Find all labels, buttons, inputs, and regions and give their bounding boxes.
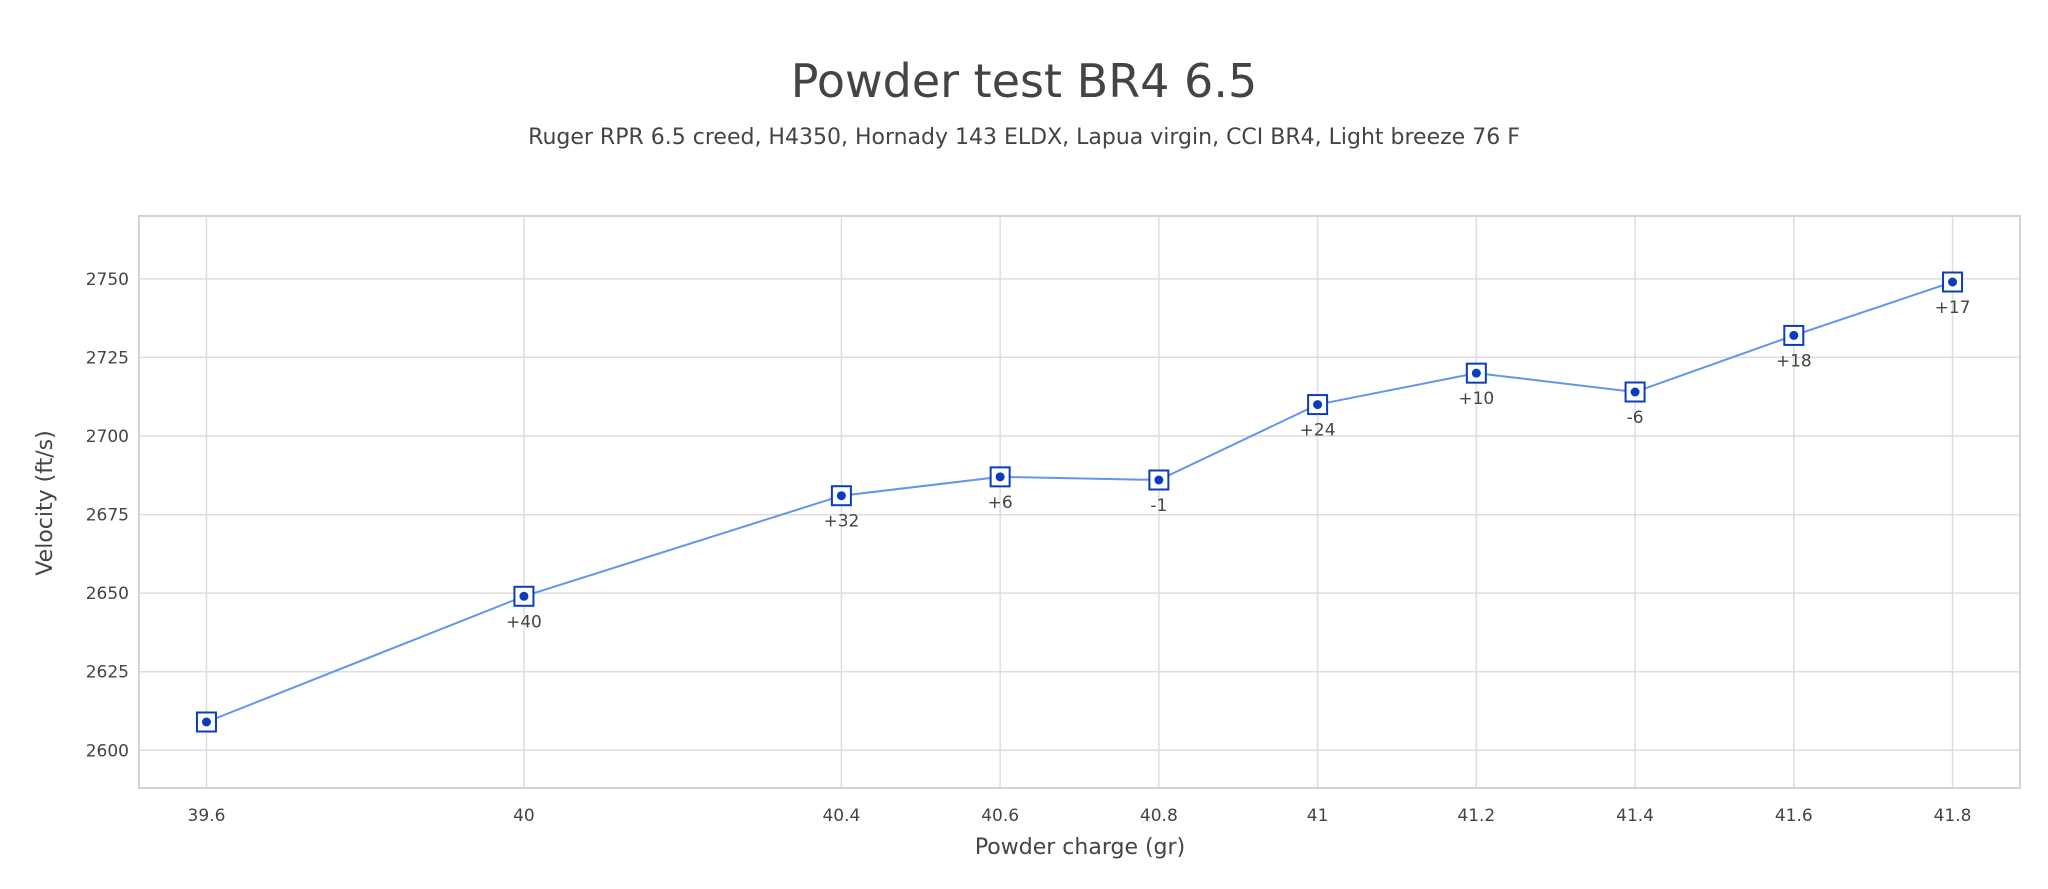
y-tick-label: 2650 <box>86 584 129 604</box>
series-layer: +40 +32 +6 -1 +24 +10 -6 +18 +17 <box>195 271 1971 733</box>
data-point <box>1789 330 1799 340</box>
series-line <box>206 281 1953 723</box>
data-point <box>201 717 211 727</box>
data-label: +24 <box>1300 421 1336 441</box>
x-axis-label: Powder charge (gr) <box>975 835 1185 860</box>
x-tick-label: 40 <box>513 806 535 826</box>
y-tick-label: 2700 <box>86 427 129 447</box>
x-tick-label: 39.6 <box>188 806 226 826</box>
chart-subtitle: Ruger RPR 6.5 creed, H4350, Hornady 143 … <box>528 125 1520 150</box>
data-label: -6 <box>1627 408 1644 428</box>
data-label: +6 <box>988 493 1013 513</box>
y-tick-label: 2675 <box>86 506 129 526</box>
data-label: +32 <box>823 512 859 532</box>
data-label: -1 <box>1150 496 1167 516</box>
x-tick-label: 41 <box>1307 806 1329 826</box>
tick-labels: 39.6 40 40.4 40.6 40.8 41 41.2 41.4 41.6 41.8 2600… <box>86 270 1972 826</box>
x-tick-label: 40.6 <box>981 806 1019 826</box>
data-point <box>1313 400 1323 410</box>
chart-title: Powder test BR4 6.5 <box>790 54 1258 108</box>
y-tick-label: 2725 <box>86 348 129 368</box>
data-point <box>1948 277 1958 287</box>
y-axis-label: Velocity (ft/s) <box>33 430 58 575</box>
x-tick-label: 40.4 <box>822 806 860 826</box>
data-point <box>836 491 846 501</box>
data-label: +10 <box>1458 389 1494 409</box>
data-label: +40 <box>506 612 542 632</box>
data-point <box>1630 387 1640 397</box>
x-tick-label: 41.4 <box>1616 806 1654 826</box>
data-point <box>1471 368 1481 378</box>
data-point <box>995 472 1005 482</box>
x-tick-label: 40.8 <box>1140 806 1178 826</box>
plot-frame <box>138 215 2021 789</box>
y-tick-label: 2625 <box>86 663 129 683</box>
x-tick-label: 41.2 <box>1457 806 1495 826</box>
y-tick-label: 2750 <box>86 270 129 290</box>
x-tick-label: 41.6 <box>1775 806 1813 826</box>
data-label: +17 <box>1935 298 1971 318</box>
data-point <box>519 591 529 601</box>
data-label: +18 <box>1776 351 1812 371</box>
gridlines <box>139 216 2020 788</box>
data-point <box>1154 475 1164 485</box>
y-tick-label: 2600 <box>86 741 129 761</box>
x-tick-label: 41.8 <box>1934 806 1972 826</box>
